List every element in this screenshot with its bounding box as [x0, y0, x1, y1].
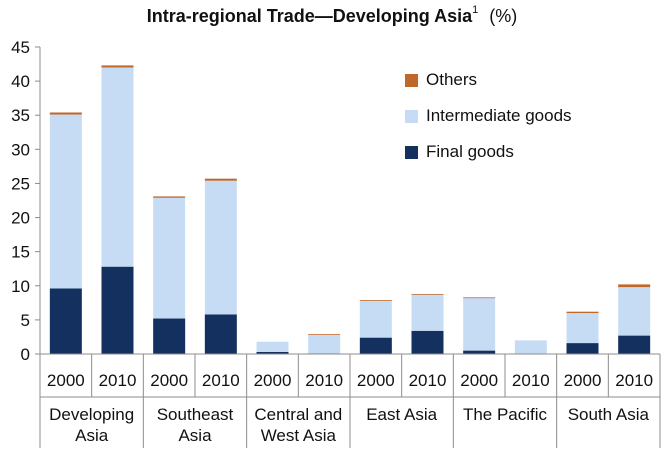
y-tick-label-5: 5 [21, 311, 30, 330]
bar-intermediate-goods-0 [49, 114, 82, 289]
legend-label-others: Others [426, 70, 478, 89]
bar-intermediate-goods-10 [566, 313, 599, 344]
x-tick-label-9: 2010 [512, 371, 550, 390]
x-tick-label-11: 2010 [615, 371, 653, 390]
x-tick-label-0: 2000 [47, 371, 85, 390]
bar-intermediate-goods-5 [308, 334, 341, 354]
legend-item-others: Others [405, 62, 572, 98]
bar-final-goods-3 [204, 314, 237, 354]
bar-final-goods-11 [618, 335, 651, 354]
bar-others-6 [359, 300, 392, 301]
legend-swatch-others [405, 73, 418, 87]
bar-intermediate-goods-4 [256, 341, 289, 352]
x-tick-label-1: 2010 [99, 371, 137, 390]
bar-others-8 [463, 297, 496, 299]
x-tick-label-8: 2000 [460, 371, 498, 390]
y-tick-label-20: 20 [11, 209, 30, 228]
legend-item-final-goods: Final goods [405, 134, 572, 170]
bar-intermediate-goods-9 [514, 340, 547, 354]
chart-title-main: Intra-regional Trade—Developing Asia [146, 6, 473, 26]
x-tick-label-10: 2000 [564, 371, 602, 390]
legend-swatch-intermediate-goods [405, 109, 418, 123]
x-tick-label-2: 2000 [150, 371, 188, 390]
y-tick-label-30: 30 [11, 140, 30, 159]
y-tick-label-35: 35 [11, 106, 30, 125]
group-label-1-0: Southeast [157, 405, 234, 424]
chart-title-footnote: 1 [472, 4, 479, 16]
bar-others-0 [49, 112, 82, 115]
chart-title: Intra-regional Trade—Developing Asia1 (%… [0, 4, 664, 27]
group-label-2-0: Central and [254, 405, 342, 424]
bar-final-goods-4 [256, 351, 289, 354]
bar-others-5 [308, 334, 341, 336]
legend-label-intermediate-goods: Intermediate goods [426, 106, 572, 125]
x-tick-label-4: 2000 [254, 371, 292, 390]
group-label-3-0: East Asia [366, 405, 437, 424]
bar-final-goods-7 [411, 330, 444, 354]
y-tick-label-45: 45 [11, 38, 30, 57]
legend: Others Intermediate goods Final goods [405, 62, 572, 170]
bar-others-1 [101, 65, 134, 68]
bar-others-3 [204, 178, 237, 181]
group-label-1-1: Asia [178, 426, 212, 445]
x-tick-label-5: 2010 [305, 371, 343, 390]
legend-swatch-final-goods [405, 145, 418, 159]
legend-label-final-goods: Final goods [426, 142, 514, 161]
bar-intermediate-goods-7 [411, 294, 444, 331]
bar-final-goods-10 [566, 343, 599, 354]
y-tick-label-25: 25 [11, 174, 30, 193]
y-tick-label-10: 10 [11, 277, 30, 296]
bar-intermediate-goods-11 [618, 287, 651, 336]
bar-final-goods-2 [153, 318, 186, 354]
bar-others-10 [566, 311, 599, 314]
bar-intermediate-goods-8 [463, 298, 496, 351]
y-tick-label-0: 0 [21, 345, 30, 364]
bar-final-goods-0 [49, 288, 82, 354]
group-label-5-0: South Asia [568, 405, 650, 424]
bar-final-goods-1 [101, 266, 134, 354]
y-tick-label-40: 40 [11, 72, 30, 91]
group-label-0-1: Asia [75, 426, 109, 445]
bar-others-2 [153, 196, 186, 198]
x-tick-label-3: 2010 [202, 371, 240, 390]
bar-final-goods-6 [359, 337, 392, 354]
bar-others-7 [411, 293, 444, 295]
group-label-0-0: Developing [49, 405, 134, 424]
legend-item-intermediate-goods: Intermediate goods [405, 98, 572, 134]
bar-intermediate-goods-2 [153, 197, 186, 319]
bar-final-goods-8 [463, 350, 496, 354]
bar-intermediate-goods-3 [204, 180, 237, 315]
bar-intermediate-goods-1 [101, 67, 134, 267]
group-label-4-0: The Pacific [463, 405, 548, 424]
x-tick-label-6: 2000 [357, 371, 395, 390]
bar-intermediate-goods-6 [359, 300, 392, 338]
x-tick-label-7: 2010 [409, 371, 447, 390]
bar-others-11 [618, 284, 651, 288]
chart-title-unit: (%) [489, 6, 518, 26]
y-tick-label-15: 15 [11, 243, 30, 262]
group-label-2-1: West Asia [261, 426, 337, 445]
